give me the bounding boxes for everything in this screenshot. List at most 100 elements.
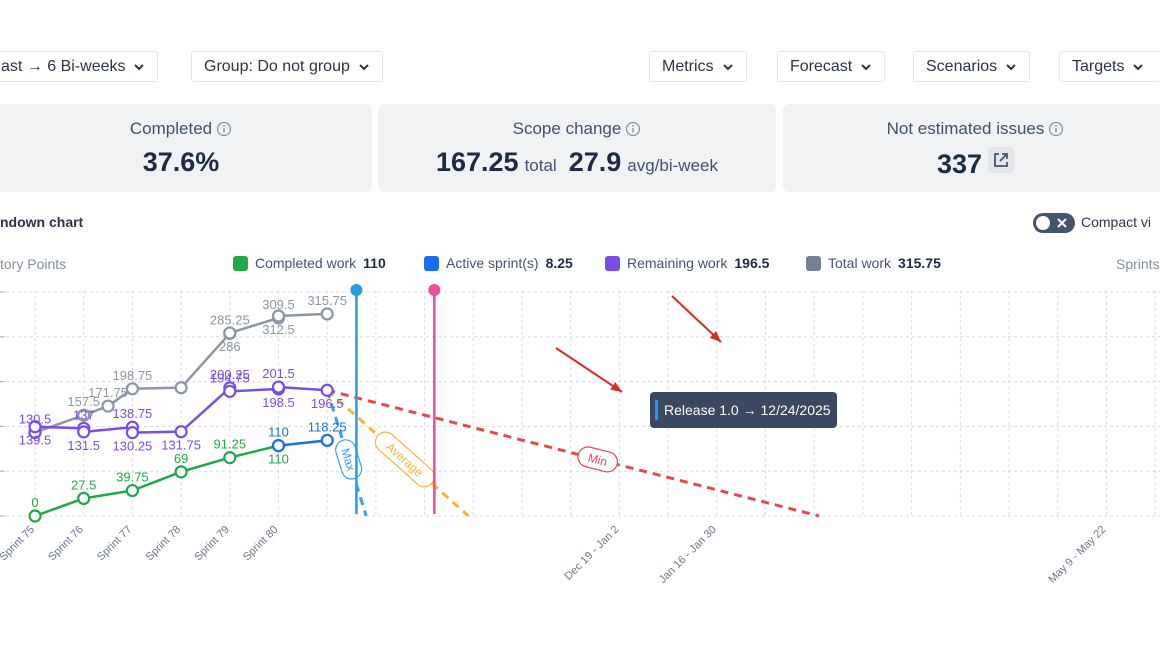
data-point-completed-work — [28, 509, 42, 523]
data-point-total-work — [271, 309, 286, 323]
group-label: Group: Do not group — [204, 57, 350, 75]
data-label-total-work: 198.75 — [113, 368, 153, 383]
legend-active-sprints[interactable]: Active sprint(s) 8.25 — [424, 253, 573, 273]
data-label-remaining-work: 138.75 — [113, 406, 153, 421]
data-point-remaining-work — [271, 380, 286, 394]
data-label-completed-work: 91.25 — [214, 437, 247, 452]
annotation-arrowhead — [610, 381, 622, 392]
completed-value: 37.6% — [142, 147, 220, 177]
forecast-line-min — [326, 388, 820, 518]
info-icon[interactable] — [1048, 121, 1064, 137]
data-label-completed-work: 110 — [268, 452, 289, 467]
scope-change-title: Scope change — [512, 119, 622, 138]
data-label-remaining-work: 194.75 — [210, 370, 250, 385]
tooltip-text: Release 1.0 → 12/24/2025 — [664, 402, 831, 418]
external-link-icon[interactable] — [988, 147, 1015, 173]
data-label-remaining-work: 139.5 — [19, 433, 52, 448]
data-label-completed-work: 27.5 — [71, 477, 96, 492]
data-label-total-work: 309.5 — [262, 297, 295, 312]
data-point-total-work — [223, 326, 237, 340]
data-label-completed-work: 39.75 — [116, 470, 149, 485]
x-tick-label: Sprint 78 — [144, 524, 184, 564]
data-label-remaining-work: 196.5 — [311, 396, 344, 411]
legend-swatch — [806, 255, 821, 271]
data-label-completed-work: 0 — [31, 495, 38, 510]
forecast-label-pill — [577, 446, 619, 473]
data-point-remaining-work — [223, 384, 237, 398]
burndown-chart[interactable]: Sprint 75 Sprint 76 Sprint 77 Sprint 78 Spri… — [0, 280, 1160, 653]
data-label-total-work: 157.5 — [67, 394, 100, 409]
x-tick-label: Sprint 80 — [241, 524, 281, 564]
data-label-remaining-work: 198.5 — [262, 395, 295, 410]
chart-title: ndown chart — [0, 214, 84, 230]
data-label-remaining-work: 137 — [73, 407, 95, 422]
not-estimated-value: 337 — [936, 149, 983, 179]
data-label-active-sprint-s-: 110 — [268, 425, 289, 440]
data-point-remaining-work — [174, 425, 188, 439]
scope-total-value: 167.25 — [435, 147, 519, 177]
forecast-label: Forecast — [790, 57, 853, 75]
chevron-down-icon — [134, 63, 145, 70]
data-label-remaining-work: 131.5 — [67, 438, 100, 453]
toggle-knob — [1036, 216, 1050, 230]
marker-dot — [350, 284, 363, 296]
forecast-dropdown[interactable]: Forecast — [777, 51, 886, 82]
info-icon[interactable] — [216, 121, 232, 137]
data-point-remaining-work — [320, 383, 334, 397]
legend-completed-work[interactable]: Completed work 110 — [233, 253, 386, 273]
data-point-remaining-work — [125, 426, 139, 440]
data-label-remaining-work: 131.75 — [161, 438, 201, 453]
chevron-down-icon — [359, 63, 369, 70]
x-tick-label: Dec 19 - Jan 2 — [562, 524, 621, 583]
x-tick-label: May 9 - May 22 — [1046, 524, 1108, 586]
forecast-label-average: Average — [374, 431, 435, 488]
completed-card: Completed 37.6% — [0, 104, 372, 192]
annotation-arrowhead — [709, 331, 721, 342]
group-dropdown[interactable]: Group: Do not group — [191, 51, 383, 82]
data-label-remaining-work: 201.5 — [262, 366, 295, 381]
metrics-label: Metrics — [662, 57, 714, 75]
data-label-total-work: 315.75 — [307, 293, 347, 308]
time-range-dropdown[interactable]: ast → 6 Bi-weeks — [0, 51, 159, 82]
scope-change-card: Scope change 167.25 total 27.9 avg/bi-we… — [378, 104, 776, 192]
legend-value: 110 — [363, 255, 386, 271]
legend-label: Remaining work — [627, 255, 728, 271]
close-icon — [1057, 218, 1067, 228]
compact-view-toggle[interactable] — [1033, 213, 1075, 233]
info-icon[interactable] — [625, 121, 641, 137]
x-tick-label: Jan 16 - Jan 30 — [657, 524, 719, 586]
data-point-total-work — [77, 408, 91, 422]
data-label-total-work: 171.75 — [88, 385, 128, 400]
scope-total-unit: total — [524, 156, 557, 175]
legend-swatch — [233, 255, 248, 271]
legend-label: Active sprint(s) — [446, 255, 539, 271]
targets-dropdown[interactable]: Targets — [1059, 51, 1160, 82]
data-point-remaining-work — [28, 420, 42, 434]
forecast-label-max: Max — [335, 439, 363, 480]
legend-remaining-work[interactable]: Remaining work 196.5 — [605, 253, 769, 273]
forecast-line-max — [325, 389, 368, 517]
legend-label: Completed work — [255, 255, 357, 271]
data-label-total-work: 285.25 — [210, 312, 250, 327]
data-label-completed-work: 69 — [174, 451, 188, 466]
data-point-completed-work — [77, 491, 91, 505]
scenarios-dropdown[interactable]: Scenarios — [913, 51, 1031, 82]
data-label-total-work: 286 — [219, 339, 241, 354]
chevron-down-icon — [861, 63, 871, 70]
metrics-dropdown[interactable]: Metrics — [649, 51, 747, 82]
forecast-label-text: Min — [587, 451, 609, 469]
release-tooltip: Release 1.0 → 12/24/2025 — [650, 392, 837, 428]
data-point-total-work — [125, 382, 139, 396]
forecast-label-pill — [374, 431, 435, 488]
data-label-remaining-work: 130.5 — [19, 411, 52, 426]
series-line-completed-work — [34, 444, 279, 518]
series-line-active-sprint-s- — [278, 439, 328, 447]
x-tick-label: Sprint 76 — [46, 524, 86, 564]
legend-value: 8.25 — [545, 255, 573, 271]
annotation-arrow — [555, 347, 623, 393]
chevron-down-icon — [1133, 63, 1144, 70]
tooltip-accent — [655, 400, 658, 420]
legend-total-work[interactable]: Total work 315.75 — [806, 253, 941, 273]
scope-avg-value: 27.9 — [568, 147, 622, 177]
data-point-total-work — [101, 399, 115, 413]
